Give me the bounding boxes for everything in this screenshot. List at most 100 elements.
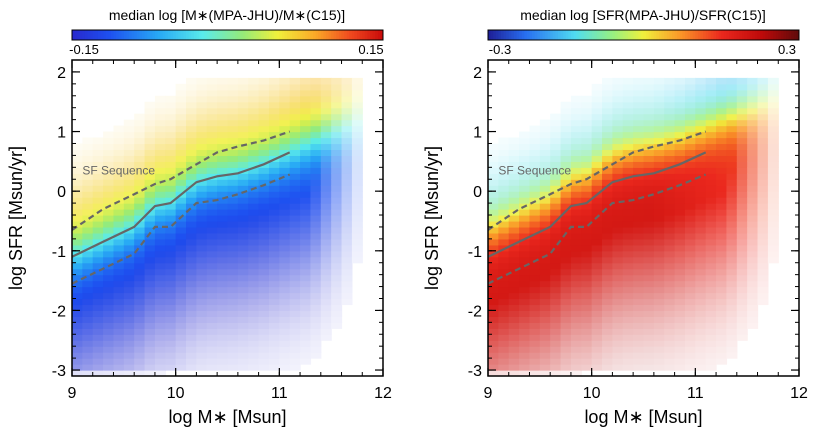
heatmap-cell <box>612 125 624 133</box>
colorbar-segment <box>320 30 324 40</box>
heatmap-cell <box>154 119 166 127</box>
heatmap-cell <box>519 179 531 186</box>
heatmap-cell <box>300 209 312 216</box>
colorbar-segment <box>271 30 275 40</box>
heatmap-cell <box>726 244 738 252</box>
heatmap-cell <box>726 286 738 294</box>
heatmap-cell <box>92 137 104 145</box>
heatmap-cell <box>237 346 249 353</box>
heatmap-cell <box>310 250 322 258</box>
heatmap-cell <box>622 232 634 240</box>
colorbar-segment <box>713 30 717 40</box>
heatmap-cell <box>705 131 717 139</box>
heatmap-cell <box>258 280 270 288</box>
heatmap-cell <box>539 119 551 127</box>
heatmap-cell <box>320 107 332 115</box>
heatmap-cell <box>258 113 270 121</box>
heatmap-cell <box>684 328 696 335</box>
heatmap-cell <box>747 185 759 192</box>
colorbar-segment <box>493 30 497 40</box>
heatmap-cell <box>560 286 572 294</box>
heatmap-cell <box>123 155 135 162</box>
heatmap-cell <box>767 77 779 85</box>
heatmap-cell <box>82 149 94 156</box>
heatmap-cell <box>716 95 728 103</box>
heatmap-cell <box>550 238 562 246</box>
heatmap-cell <box>622 274 634 282</box>
heatmap-cell <box>134 316 146 323</box>
heatmap-cell <box>82 322 94 329</box>
heatmap-cell <box>82 191 94 198</box>
heatmap-cell <box>643 131 655 139</box>
heatmap-cell <box>154 334 166 341</box>
heatmap-cell <box>612 268 624 276</box>
heatmap-cell <box>268 328 280 335</box>
colorbar-segment <box>578 30 582 40</box>
heatmap-cell <box>113 316 125 323</box>
heatmap-cell <box>767 137 779 145</box>
heatmap-cell <box>529 328 541 335</box>
colorbar-segment <box>700 30 704 40</box>
heatmap-cell <box>258 191 270 198</box>
heatmap-cell <box>289 292 301 300</box>
colorbar-segment <box>630 30 634 40</box>
heatmap-cell <box>331 137 343 145</box>
heatmap-cell <box>570 220 582 228</box>
heatmap-cell <box>498 256 510 264</box>
heatmap-cell <box>519 292 531 300</box>
heatmap-cell <box>175 262 187 270</box>
heatmap-cell <box>310 280 322 288</box>
heatmap-cell <box>684 232 696 240</box>
heatmap-cell <box>206 155 218 162</box>
heatmap-cell <box>602 143 613 151</box>
heatmap-cell <box>612 89 624 97</box>
heatmap-cell <box>206 262 218 270</box>
heatmap-cell <box>144 286 156 294</box>
heatmap-cell <box>351 131 363 139</box>
heatmap-cell <box>134 328 146 335</box>
heatmap-cell <box>529 334 541 341</box>
heatmap-cell <box>217 286 229 294</box>
heatmap-cell <box>258 220 270 228</box>
heatmap-cell <box>622 101 634 109</box>
heatmap-cell <box>279 280 291 288</box>
colorbar-segment <box>131 30 135 40</box>
heatmap-cell <box>653 220 665 228</box>
heatmap-cell <box>664 232 676 240</box>
heatmap-cell <box>310 220 322 228</box>
heatmap-cell <box>82 185 94 192</box>
heatmap-cell <box>331 119 343 127</box>
heatmap-cell <box>258 95 270 103</box>
heatmap-cell <box>664 256 676 264</box>
heatmap-cell <box>113 358 125 365</box>
heatmap-cell <box>82 238 94 246</box>
heatmap-cell <box>643 340 655 347</box>
heatmap-cell <box>341 83 353 91</box>
heatmap-cell <box>113 185 125 192</box>
heatmap-cell <box>550 185 562 192</box>
heatmap-cell <box>92 364 104 371</box>
heatmap-cell <box>206 203 218 210</box>
heatmap-cell <box>351 238 363 246</box>
heatmap-cell <box>612 274 624 282</box>
heatmap-cell <box>123 340 135 347</box>
heatmap-cell <box>570 197 582 204</box>
heatmap-cell <box>227 83 239 91</box>
heatmap-cell <box>144 322 156 329</box>
heatmap-cell <box>612 250 624 258</box>
heatmap-cell <box>539 244 551 252</box>
colorbar-segment <box>82 30 86 40</box>
heatmap-cell <box>622 185 634 192</box>
heatmap-cell <box>716 238 728 246</box>
heatmap-cell <box>279 203 291 210</box>
heatmap-cell <box>113 149 125 156</box>
heatmap-cell <box>684 274 696 282</box>
colorbar-segment <box>519 30 523 40</box>
heatmap-cell <box>72 274 83 282</box>
heatmap-cell <box>591 346 603 353</box>
heatmap-cell <box>134 191 146 198</box>
heatmap-cell <box>82 215 94 222</box>
heatmap-cell <box>341 220 353 228</box>
heatmap-cell <box>550 256 562 264</box>
heatmap-cell <box>695 143 707 151</box>
